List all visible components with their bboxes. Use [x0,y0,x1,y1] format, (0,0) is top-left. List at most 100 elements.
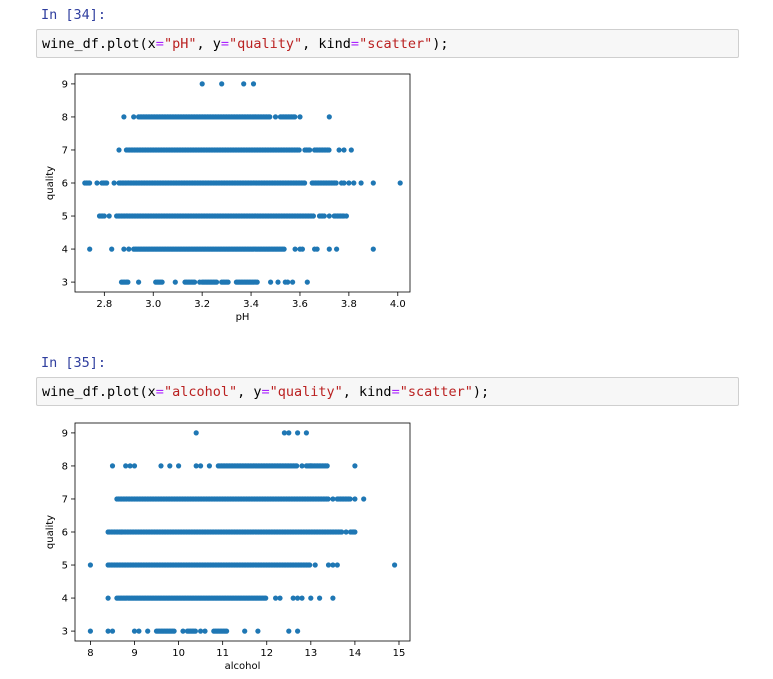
scatter-point [392,562,398,568]
y-tick-label: 9 [62,79,68,90]
scatter-point [292,246,298,252]
cell-prompt: In [35]: [41,355,107,371]
scatter-point [294,463,300,469]
code-line: wine_df.plot(x="alcohol", y="quality", k… [42,384,489,400]
scatter-point [290,595,296,601]
code-text: wine_df.plot(x [42,384,156,400]
scatter-point [219,81,225,87]
scatter-point [127,463,133,469]
scatter-point [346,180,352,186]
x-tick-label: 13 [304,648,317,659]
scatter-point [325,562,332,568]
scatter-point [105,628,111,634]
scatter-point [352,529,358,535]
scatter-point [304,279,310,285]
x-tick-label: 9 [131,648,137,659]
code-string: "quality" [228,36,303,52]
x-tick-label: 3.6 [292,299,308,310]
scatter-point [292,114,298,120]
scatter-point [109,463,116,469]
scatter-point [351,180,357,186]
x-axis-label: pH [236,312,250,323]
data-points [82,81,403,285]
code-input-area[interactable]: wine_df.plot(x="alcohol", y="quality", k… [36,377,739,406]
scatter-point [106,213,112,219]
scatter-point [192,279,198,285]
scatter-point [202,628,208,634]
scatter-point [199,81,205,87]
scatter-plot-ph-quality: 2.8 3.0 3.2 3.4 3.6 3.8 4.0 3 4 5 6 7 8 9 pH quality [40,68,420,330]
scatter-point [159,279,165,285]
scatter-point [136,279,142,285]
code-text: , y [196,36,221,52]
code-operator: = [220,36,229,52]
scatter-point [341,147,347,153]
scatter-point [341,180,347,186]
x-tick-label: 2.8 [96,299,112,310]
code-string: "scatter" [359,36,433,52]
scatter-point [101,213,107,219]
scatter-point [336,147,342,153]
scatter-point [176,463,182,469]
scatter-point [121,114,127,120]
scatter-point [272,114,279,120]
scatter-point [87,628,93,634]
scatter-point [286,628,292,634]
scatter-point [343,529,349,535]
scatter-plot-svg: 8 9 10 11 12 13 14 15 3 4 5 6 7 8 9 alcohol quality [45,422,411,672]
scatter-point [334,246,340,252]
scatter-point [206,463,212,469]
code-operator: = [261,384,270,400]
scatter-point [116,147,122,153]
scatter-point [299,463,305,469]
code-input-area[interactable]: wine_df.plot(x="pH", y="quality", kind="… [36,29,739,58]
scatter-point [326,246,332,252]
scatter-point [303,430,309,436]
scatter-point [273,595,279,601]
scatter-point [250,81,257,87]
cell-prompt: In [34]: [41,7,107,23]
scatter-point [136,628,142,634]
scatter-point [158,463,164,469]
scatter-point [281,246,287,252]
scatter-point [302,180,308,186]
scatter-point [193,463,199,469]
scatter-point [104,180,110,186]
scatter-point [197,279,203,285]
scatter-point [333,180,339,186]
scatter-point [295,595,301,601]
scatter-point [314,246,320,252]
scatter-point [198,628,204,634]
x-tick-label: 15 [393,648,406,659]
scatter-point [296,147,302,153]
y-tick-label: 4 [62,594,68,605]
scatter-point [397,180,403,186]
scatter-point [295,628,301,634]
scatter-point [297,114,303,120]
y-axis-label: quality [45,515,56,549]
scatter-point [167,463,173,469]
scatter-point [87,246,93,252]
y-tick-label: 6 [62,528,68,539]
scatter-point [321,213,327,219]
scatter-point [255,628,261,634]
code-line: wine_df.plot(x="pH", y="quality", kind="… [42,36,448,52]
scatter-point [343,213,349,219]
scatter-point [225,279,231,285]
scatter-point [312,562,318,568]
scatter-point [193,430,199,436]
scatter-point [295,430,301,436]
scatter-point [370,246,376,252]
scatter-point [352,463,358,469]
scatter-point [121,246,127,252]
scatter-point [290,279,296,285]
scatter-point [348,147,354,153]
y-tick-label: 5 [62,561,68,572]
code-text: , y [237,384,262,400]
scatter-plot-alcohol-quality: 8 9 10 11 12 13 14 15 3 4 5 6 7 8 9 alcohol quality [40,417,420,679]
scatter-point [324,463,330,469]
x-tick-label: 14 [349,648,362,659]
scatter-point [145,628,151,634]
scatter-point [242,628,248,634]
code-text: , kind [342,384,392,400]
